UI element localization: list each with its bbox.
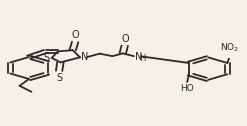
Text: S: S	[56, 73, 62, 83]
Text: HO: HO	[180, 84, 194, 93]
Text: S: S	[43, 53, 49, 63]
Text: O: O	[71, 30, 79, 40]
Text: NO$_2$: NO$_2$	[220, 41, 240, 54]
Text: N: N	[81, 52, 88, 62]
Text: H: H	[139, 54, 145, 63]
Text: N: N	[135, 52, 143, 62]
Text: O: O	[122, 34, 129, 44]
